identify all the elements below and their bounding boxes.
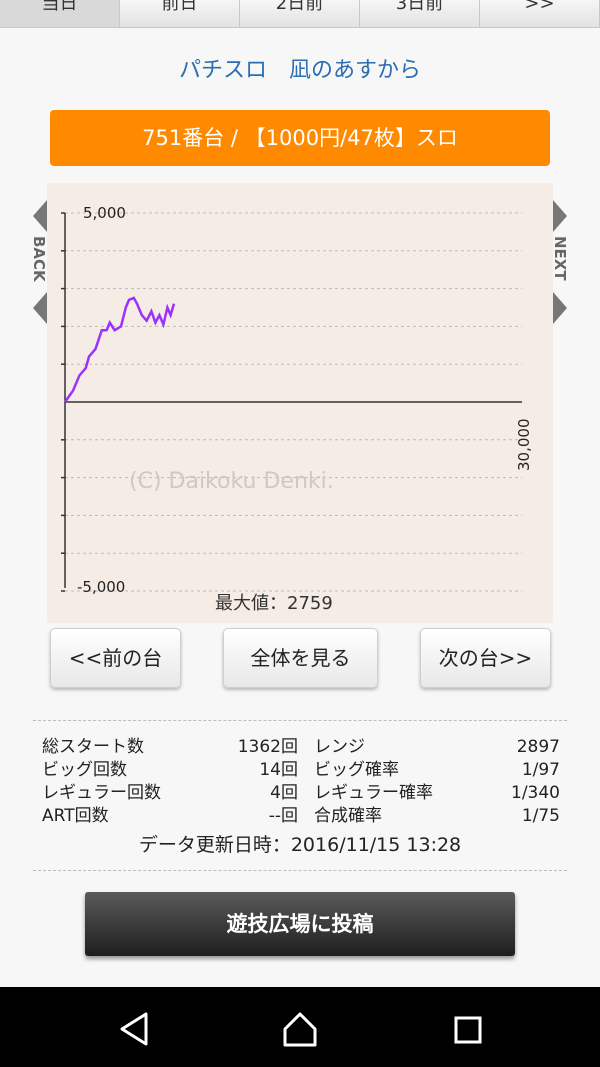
stat-label: 合成確率 [314,806,382,826]
slump-graph-svg: 5,000 -5,000 30,000 (C) Daikoku Denki. 最… [61,204,533,614]
stats-table: 総スタート数 1362回 レンジ 2897 ビッグ回数 14回 ビッグ確率 1/… [42,736,560,828]
stat-label: ビッグ確率 [314,760,399,780]
tab-more[interactable]: >> [480,0,600,28]
tab-today[interactable]: 当日 [0,0,120,28]
stats-row: レギュラー回数 4回 レギュラー確率 1/340 [42,782,560,805]
next-label[interactable]: NEXT [551,236,569,281]
stats-row: 総スタート数 1362回 レンジ 2897 [42,736,560,759]
stat-label: ART回数 [42,806,109,826]
back-label[interactable]: BACK [30,236,48,282]
divider [33,720,567,721]
home-icon[interactable] [280,987,320,1067]
day-tabs: 当日 前日 2日前 3日前 >> [0,0,600,28]
stat-label: ビッグ回数 [42,760,127,780]
divider [33,870,567,871]
stat-value: 1362回 [237,737,298,757]
prev-machine-button[interactable]: <<前の台 [50,628,181,688]
stat-label: レンジ [314,737,365,757]
stat-value: 2897 [516,737,560,757]
tab-yesterday[interactable]: 前日 [120,0,240,28]
next-arrow-icon[interactable] [553,200,567,330]
y-top-label: 5,000 [83,204,126,222]
system-nav-bar [0,987,600,1067]
tab-2-days-ago[interactable]: 2日前 [240,0,360,28]
next-machine-button[interactable]: 次の台>> [420,628,551,688]
x-end-label: 30,000 [515,419,533,472]
tab-3-days-ago[interactable]: 3日前 [360,0,480,28]
difference-line [63,296,176,403]
y-bottom-label: -5,000 [77,578,125,596]
stat-value: 4回 [270,783,298,803]
post-to-forum-button[interactable]: 遊技広場に投稿 [85,892,515,956]
watermark: (C) Daikoku Denki. [129,469,334,494]
stat-label: レギュラー回数 [42,783,161,803]
stat-value: --回 [268,806,298,826]
stats-row: ビッグ回数 14回 ビッグ確率 1/97 [42,759,560,782]
max-value-label: 最大値：2759 [215,593,333,614]
stat-label: レギュラー確率 [314,783,433,803]
slump-graph: 5,000 -5,000 30,000 (C) Daikoku Denki. 最… [47,183,553,623]
graph-grid [61,212,522,592]
back-icon[interactable] [114,987,154,1067]
page-title: パチスロ 凪のあすから [178,58,421,83]
stat-value: 1/97 [521,760,560,780]
stat-value: 1/75 [521,806,560,826]
stat-label: 総スタート数 [42,737,144,757]
stat-value: 1/340 [511,783,560,803]
recent-apps-icon[interactable] [448,987,488,1067]
machine-info-bar: 751番台 / 【1000円/47枚】スロ [50,110,550,166]
view-all-button[interactable]: 全体を見る [223,628,378,688]
back-arrow-icon[interactable] [33,200,47,330]
stats-row: ART回数 --回 合成確率 1/75 [42,805,560,828]
stat-value: 14回 [259,760,298,780]
data-updated-time: データ更新日時：2016/11/15 13:28 [138,834,462,856]
